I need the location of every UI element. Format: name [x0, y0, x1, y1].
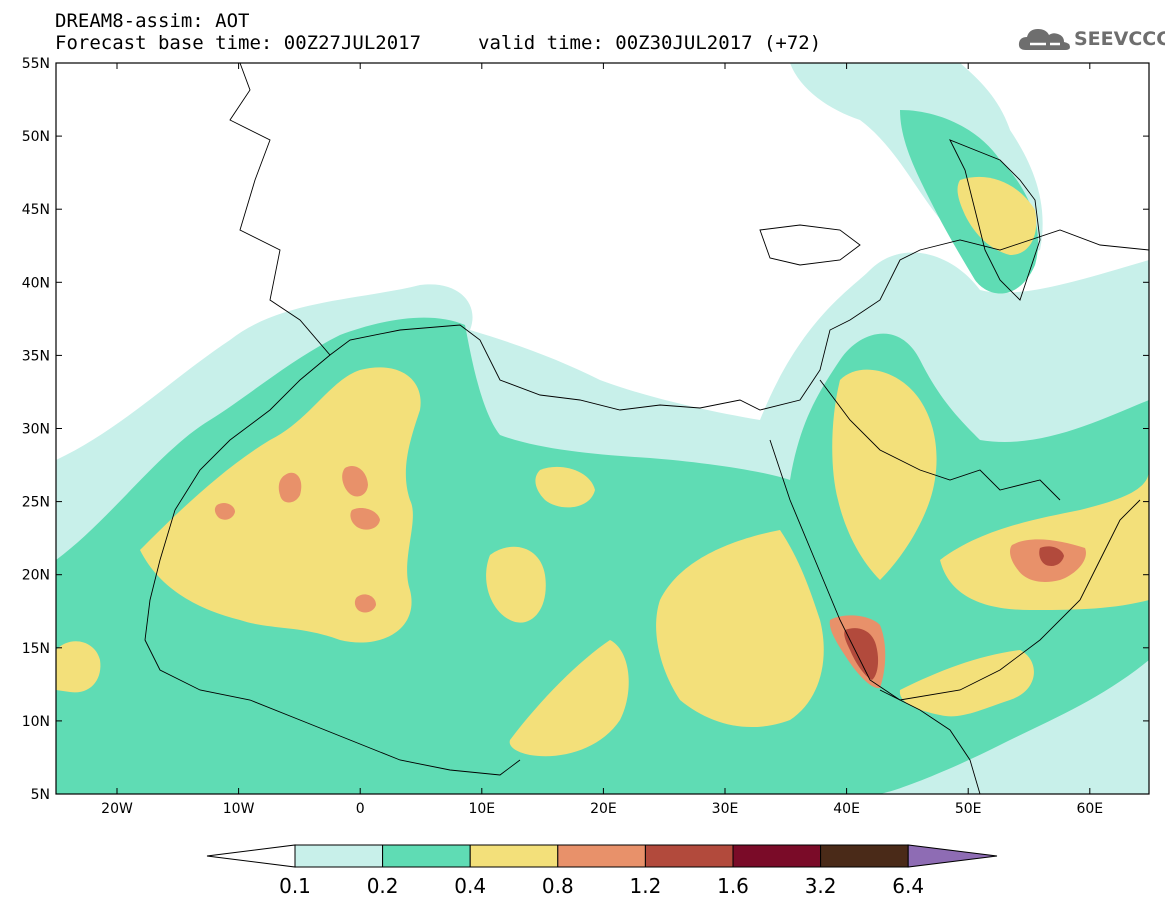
- lat-label: 40N: [22, 275, 50, 291]
- colorbar-under-arrow: [206, 844, 296, 868]
- lon-label: 50E: [955, 801, 982, 817]
- colorbar-label: 6.4: [892, 874, 924, 898]
- coast-arabia-gulf: [819, 379, 1061, 501]
- aot-band-0.4-center: [486, 546, 546, 623]
- aot-band-0.4-senegal: [56, 641, 101, 693]
- lon-label: 20W: [101, 801, 133, 817]
- aot-band-0.8-e: [354, 594, 376, 613]
- colorbar-swatch: [294, 844, 384, 868]
- aot-band-0.4-caspian: [957, 176, 1037, 255]
- aot-band-0.4-chad: [535, 466, 595, 508]
- colorbar-label: 1.6: [717, 874, 749, 898]
- coast-caspian: [949, 139, 1041, 301]
- aot-band-0.4-arabia: [832, 369, 937, 580]
- lat-label: 55N: [22, 56, 50, 72]
- colorbar-label: 0.8: [542, 874, 574, 898]
- logo-text: SEEVCCC: [1074, 28, 1165, 50]
- aot-band-0.8-a: [278, 472, 302, 503]
- coast-red-sea-arabia: [769, 439, 1141, 701]
- lon-label: 10W: [223, 801, 255, 817]
- colorbar-label: 0.2: [367, 874, 399, 898]
- forecast-base-time: Forecast base time: 00Z27JUL2017: [55, 32, 422, 54]
- coastlines: [144, 63, 1149, 794]
- colorbar-swatch: [382, 844, 471, 868]
- coast-horn: [879, 689, 981, 794]
- aot-band-0.4-nigeria: [509, 640, 629, 757]
- aot-band-0.8-d: [214, 502, 235, 520]
- lon-label: 0: [356, 801, 365, 817]
- colorbar: 0.1 0.2 0.4 0.8 1.2 1.6 3.2 6.4: [206, 844, 998, 898]
- lon-label: 40E: [833, 801, 860, 817]
- colorbar-label: 1.2: [629, 874, 661, 898]
- lat-label: 5N: [31, 787, 50, 803]
- lat-label: 50N: [22, 129, 50, 145]
- colorbar-swatch: [557, 844, 646, 868]
- coast-black-sea: [759, 224, 861, 266]
- colorbar-label: 0.4: [454, 874, 486, 898]
- lat-label: 15N: [22, 641, 50, 657]
- coast-west-africa: [144, 354, 521, 776]
- coast-europe-africa: [229, 63, 1149, 411]
- lon-label: 20E: [590, 801, 617, 817]
- lat-label: 30N: [22, 422, 50, 438]
- seevccc-logo: SEEVCCC: [1016, 22, 1165, 58]
- aot-field: [56, 63, 1149, 794]
- lon-label: 30E: [712, 801, 739, 817]
- colorbar-swatch: [644, 844, 734, 868]
- lat-label: 20N: [22, 568, 50, 584]
- lat-label: 35N: [22, 348, 50, 364]
- aot-band-0.4-sudan: [656, 530, 824, 728]
- aot-band-0.8-c: [350, 508, 380, 530]
- aot-band-1.2-a: [844, 628, 879, 680]
- cloud-icon: [1018, 29, 1070, 50]
- aot-band-1.2-b: [1039, 546, 1064, 566]
- aot-band-0.8-b: [342, 465, 368, 497]
- colorbar-swatch: [469, 844, 559, 868]
- valid-time: valid time: 00Z30JUL2017 (+72): [478, 32, 822, 54]
- longitude-axis: 20W 10W 0 10E 20E 30E 40E 50E 60E: [101, 63, 1103, 817]
- aot-band-0.4-west: [140, 367, 421, 643]
- lon-label: 60E: [1076, 801, 1103, 817]
- map-title: DREAM8-assim: AOT: [55, 10, 250, 32]
- lat-label: 45N: [22, 202, 50, 218]
- colorbar-over-arrow: [907, 844, 998, 868]
- lat-label: 25N: [22, 495, 50, 511]
- colorbar-label: 3.2: [805, 874, 837, 898]
- colorbar-swatch: [732, 844, 822, 868]
- colorbar-swatch: [820, 844, 909, 868]
- lon-label: 10E: [468, 801, 495, 817]
- lat-label: 10N: [22, 714, 50, 730]
- colorbar-label: 0.1: [279, 874, 311, 898]
- aot-band-0.4-yemen: [899, 650, 1034, 717]
- latitude-axis: 55N 50N 45N 40N 35N 30N 25N 20N 15N 10N 5N: [22, 56, 1149, 803]
